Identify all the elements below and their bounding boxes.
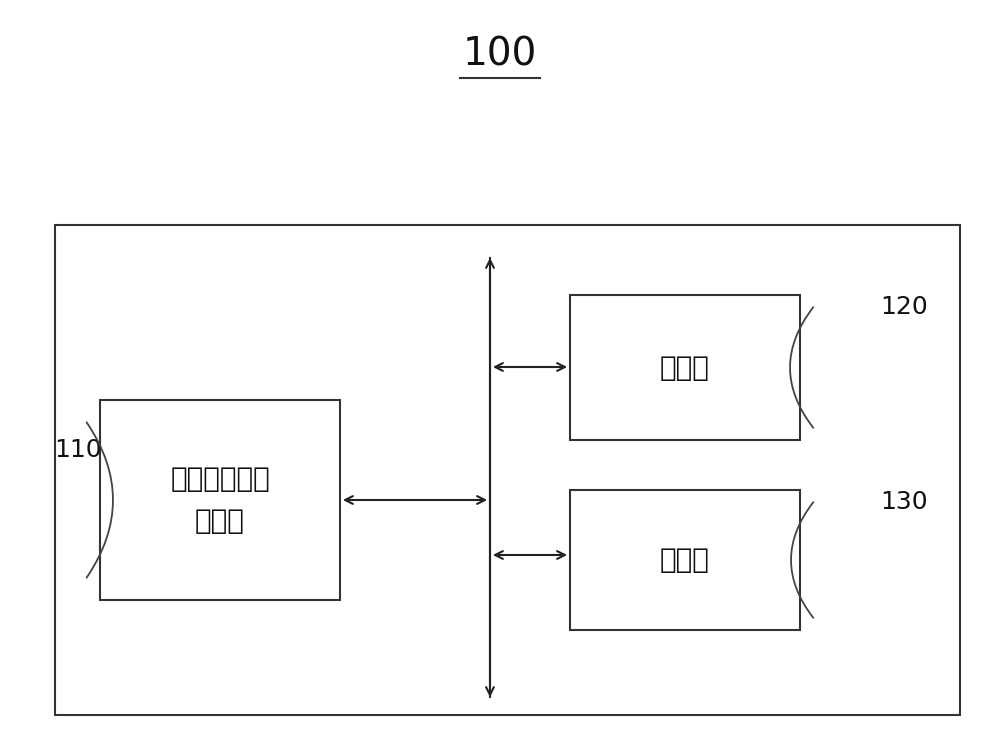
Bar (570, 490, 800, 630)
Text: 码率自适应调
节装置: 码率自适应调 节装置 (170, 465, 270, 534)
Text: 130: 130 (880, 490, 928, 514)
Bar (570, 295, 800, 440)
Text: 存储器: 存储器 (660, 546, 710, 574)
Text: 120: 120 (880, 295, 928, 319)
Text: 110: 110 (54, 438, 102, 462)
Text: 处理器: 处理器 (660, 353, 710, 382)
Text: 100: 100 (463, 36, 537, 74)
Bar (55, 225, 960, 715)
Bar (100, 400, 340, 600)
